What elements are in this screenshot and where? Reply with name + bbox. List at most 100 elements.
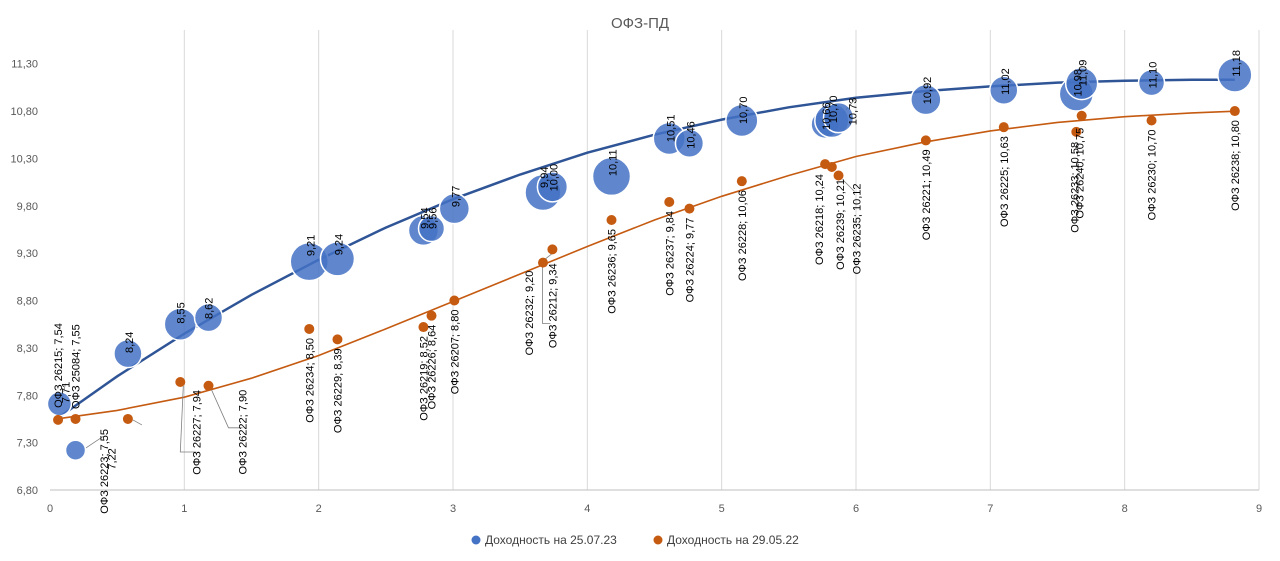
data-label-2022: ОФЗ 26229; 8,39 xyxy=(332,348,344,433)
bubble-point-2023 xyxy=(725,103,759,138)
y-tick-label: 7,80 xyxy=(17,390,38,402)
data-label-2022: ОФЗ 26237; 9,84 xyxy=(664,211,676,296)
data-label-2022: ОФЗ 26238; 10,80 xyxy=(1230,120,1242,211)
data-label-2022: ОФЗ 26223; 7,55 xyxy=(99,429,111,514)
data-label-2023: 10,70 xyxy=(828,96,840,124)
data-label-2023: 10,11 xyxy=(608,149,620,176)
gridlines xyxy=(183,30,1260,490)
bubble-point-2023 xyxy=(113,338,143,369)
dot-point-2022 xyxy=(826,161,837,172)
y-tick-label: 11,30 xyxy=(11,59,38,71)
dot-point-2022 xyxy=(122,413,133,424)
data-label-2023: 10,46 xyxy=(685,121,697,149)
y-tick-label: 9,80 xyxy=(17,201,38,213)
dot-point-2022 xyxy=(547,244,558,255)
data-label-2022: ОФЗ 26239; 10,21 xyxy=(835,179,847,270)
dot-point-2022 xyxy=(1076,110,1087,121)
data-label-2022: ОФЗ 26227; 7,94 xyxy=(191,390,203,475)
legend-label-2022: Доходность на 29.05.22 xyxy=(667,533,799,547)
x-tick-label: 9 xyxy=(1256,503,1262,515)
x-tick-label: 8 xyxy=(1122,503,1128,515)
data-label-2023: 10,66 xyxy=(821,102,833,130)
data-label-2023: 11,10 xyxy=(1148,62,1160,89)
dot-point-2022 xyxy=(203,380,214,391)
data-label-2022: ОФЗ 26235; 10,12 xyxy=(852,183,864,274)
data-label-2023: 10,51 xyxy=(665,115,677,143)
data-label-2023: 10,70 xyxy=(738,97,750,125)
legend-marker-2023 xyxy=(471,535,481,545)
bubble-point-2023 xyxy=(910,83,942,116)
trend-lines xyxy=(55,78,1239,420)
data-label-2022: ОФЗ 26224; 9,77 xyxy=(684,218,696,303)
dot-point-2022 xyxy=(53,414,64,425)
data-label-2023: 9,77 xyxy=(450,186,462,207)
data-label-2022: ОФЗ 26218; 10,24 xyxy=(814,174,826,265)
dot-point-2022 xyxy=(1146,115,1157,126)
dot-point-2022 xyxy=(833,170,844,181)
dot-point-2022 xyxy=(70,413,81,424)
y-tick-label: 7,30 xyxy=(17,438,38,450)
leader-line xyxy=(842,179,855,192)
bubble-point-2023 xyxy=(417,214,446,243)
dot-point-2022 xyxy=(332,334,343,345)
y-tick-label: 6,80 xyxy=(17,485,38,497)
data-label-2023: 11,02 xyxy=(1000,68,1012,95)
trendline-2022 xyxy=(56,110,1239,420)
dot-point-2022 xyxy=(418,322,429,333)
bubble-point-2023 xyxy=(536,171,569,203)
bubble-point-2023 xyxy=(822,101,855,134)
dot-point-2022 xyxy=(736,176,747,187)
dot-point-2022 xyxy=(664,197,675,207)
data-label-2022: ОФЗ 26226; 8,64 xyxy=(427,325,439,410)
bubble-point-2023 xyxy=(591,156,632,197)
dot-point-2022 xyxy=(998,122,1009,133)
data-label-2022: ОФЗ 26222; 7,90 xyxy=(238,390,250,475)
data-label-2022: ОФЗ 26228; 10,06 xyxy=(737,190,749,281)
x-tick-label: 7 xyxy=(987,503,993,515)
x-tick-label: 1 xyxy=(181,503,187,515)
axes: 0 1 2 3 4 5 6 7 8 9 6,80 7,30 7,80 8,30 8,80 9,30 9,80 10… xyxy=(10,59,1262,515)
x-tick-label: 3 xyxy=(450,503,456,515)
leader-line xyxy=(132,419,143,426)
bubble-point-2023 xyxy=(64,439,87,461)
data-label-2022: ОФЗ 26207; 8,80 xyxy=(449,310,461,395)
dot-point-2022 xyxy=(1071,126,1082,137)
bubble-point-2023 xyxy=(1217,57,1253,93)
dot-point-2022 xyxy=(684,203,695,214)
data-label-2022: ОФЗ 26232; 9,20 xyxy=(524,271,536,356)
data-label-2023: 8,24 xyxy=(124,332,136,353)
y-tick-label: 8,30 xyxy=(17,343,38,355)
bubble-point-2023 xyxy=(1064,66,1099,101)
y-tick-label: 10,80 xyxy=(10,106,38,118)
dot-point-2022 xyxy=(606,215,617,225)
dot-point-2022 xyxy=(538,257,549,268)
bubble-point-2023 xyxy=(989,75,1019,105)
bubble-point-2023 xyxy=(193,302,224,333)
x-tick-label: 5 xyxy=(719,503,725,515)
dot-point-2022 xyxy=(449,295,460,306)
y-tick-label: 10,30 xyxy=(10,153,38,165)
x-tick-label: 2 xyxy=(316,503,322,515)
data-label-2022: ОФЗ 26221; 10,49 xyxy=(921,149,933,240)
dot-point-2022 xyxy=(175,377,186,387)
data-label-2023: 11,18 xyxy=(1231,50,1243,77)
leader-line xyxy=(85,435,104,449)
legend: Доходность на 25.07.23 Доходность на 29.0… xyxy=(471,533,799,547)
dot-point-2022 xyxy=(426,310,437,321)
data-label-2023: 10,00 xyxy=(548,164,560,192)
data-label-2023: 10,92 xyxy=(922,77,934,105)
y-tick-label: 9,30 xyxy=(17,248,38,260)
data-label-2022: ОФЗ 26212; 9,34 xyxy=(547,263,559,348)
data-label-2023: 7,71 xyxy=(60,382,72,403)
data-label-2022: ОФЗ 26236; 9,65 xyxy=(607,229,619,314)
leader-line xyxy=(542,253,553,324)
data-label-2023: 9,94 xyxy=(539,167,551,188)
legend-marker-2022 xyxy=(653,535,663,545)
data-points xyxy=(46,57,1253,461)
bubble-point-2023 xyxy=(1137,68,1166,97)
leader-line xyxy=(211,389,243,429)
data-label-2022: ОФЗ 25084; 7,55 xyxy=(71,324,83,409)
leader-line xyxy=(179,385,197,453)
x-tick-label: 4 xyxy=(584,503,590,515)
